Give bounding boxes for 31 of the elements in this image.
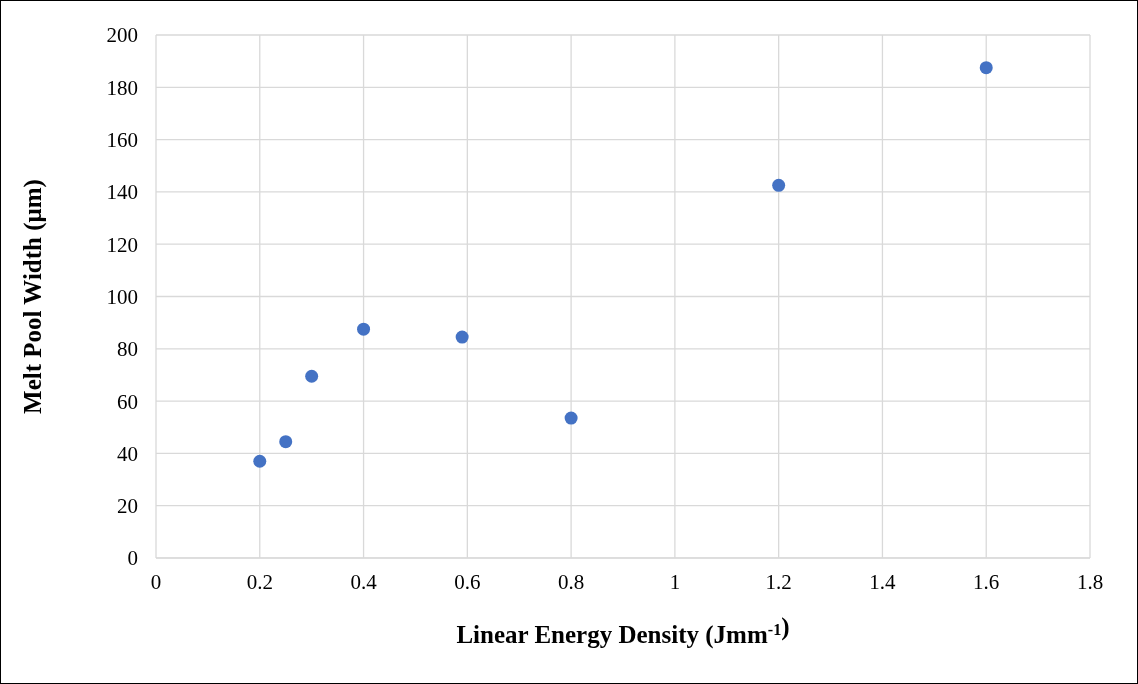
y-tick-label: 100 bbox=[106, 284, 138, 309]
point bbox=[564, 411, 578, 425]
y-tick-label: 60 bbox=[117, 389, 138, 414]
y-tick-label: 80 bbox=[117, 337, 138, 362]
x-tick-label: 1.8 bbox=[1076, 569, 1104, 594]
y-tick-label: 140 bbox=[106, 180, 138, 205]
y-tick-label: 180 bbox=[106, 75, 138, 100]
y-tick-label: 120 bbox=[106, 232, 138, 257]
y-tick-label: 40 bbox=[117, 441, 138, 466]
point bbox=[279, 435, 293, 449]
point bbox=[979, 61, 993, 75]
x-tick-label: 1.2 bbox=[765, 569, 792, 594]
y-tick-label: 20 bbox=[117, 494, 138, 519]
point bbox=[455, 330, 469, 344]
x-axis-title: Linear Energy Density (Jmm$^{-1}$) bbox=[456, 612, 790, 649]
y-tick-label: 200 bbox=[106, 23, 138, 48]
x-tick-label: 0.2 bbox=[246, 569, 273, 594]
y-tick-label: 0 bbox=[127, 546, 138, 571]
point bbox=[357, 322, 371, 336]
point bbox=[772, 178, 786, 192]
x-tick-label: 1.4 bbox=[869, 569, 897, 594]
x-tick-label: 1 bbox=[669, 569, 681, 594]
point bbox=[305, 369, 319, 383]
x-tick-label: 0 bbox=[150, 569, 162, 594]
x-tick-label: 0.8 bbox=[557, 569, 585, 594]
x-tick-label: 1.6 bbox=[973, 569, 1000, 594]
y-axis-title: Melt Pool Width (μm) bbox=[19, 179, 47, 414]
y-tick-label: 160 bbox=[106, 128, 138, 153]
x-tick-label: 0.6 bbox=[454, 569, 481, 594]
point bbox=[253, 454, 267, 468]
x-tick-label: 0.4 bbox=[350, 569, 378, 594]
